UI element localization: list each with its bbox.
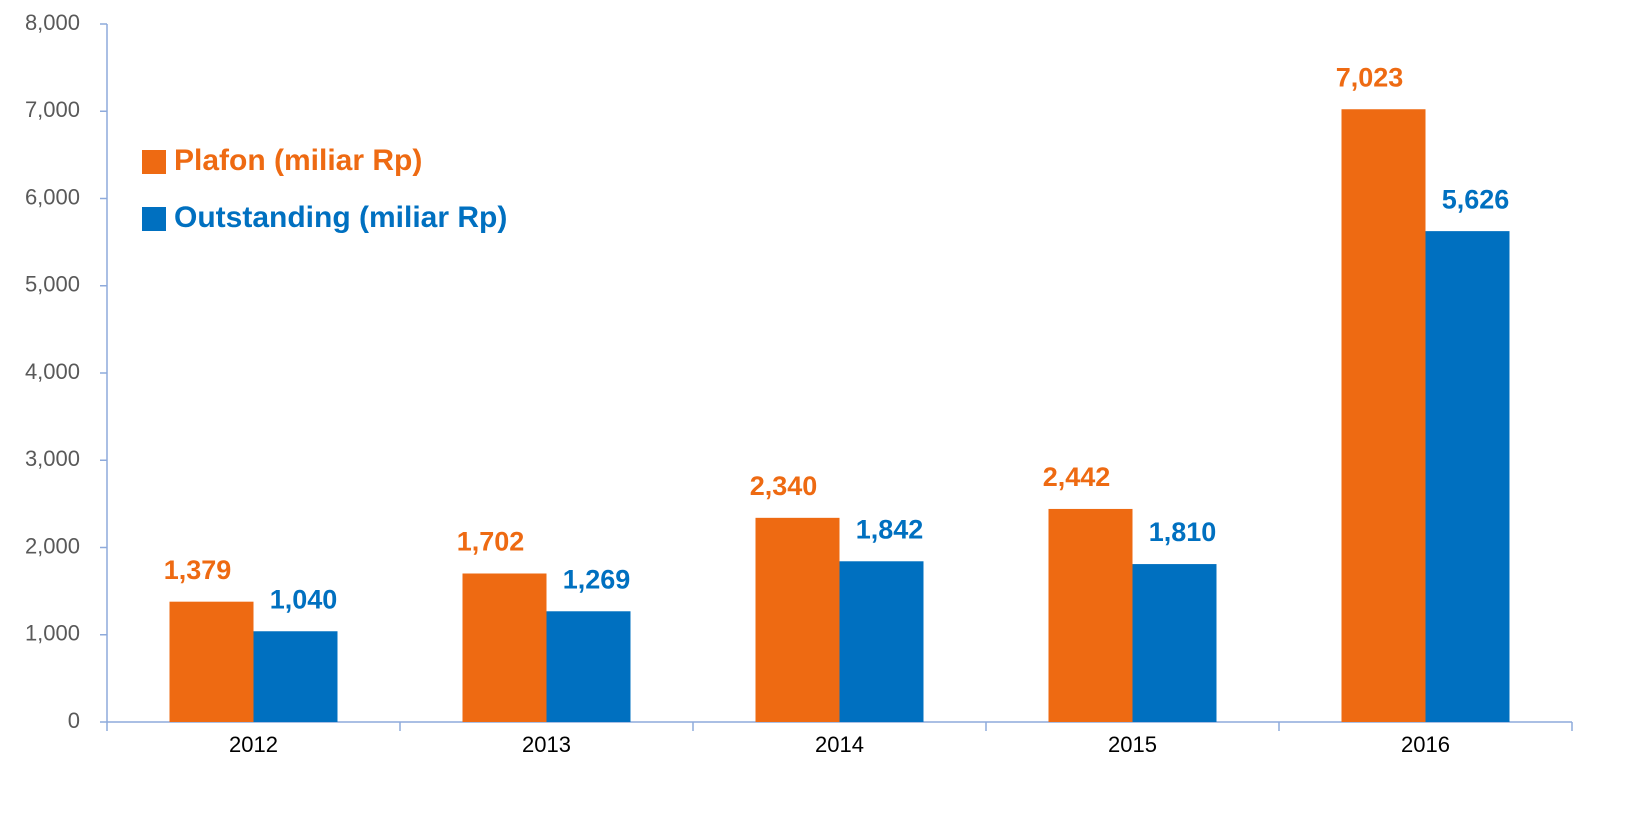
x-tick-label: 2013 [522, 732, 571, 757]
legend-swatch [142, 150, 166, 174]
bar [462, 573, 547, 722]
value-label: 1,269 [563, 564, 631, 594]
x-tick-label: 2016 [1401, 732, 1450, 757]
y-tick-label: 3,000 [25, 446, 80, 471]
bar [1341, 109, 1426, 723]
bar [169, 601, 254, 722]
x-tick-label: 2014 [815, 732, 864, 757]
y-tick-label: 8,000 [25, 10, 80, 35]
value-label: 1,810 [1149, 517, 1217, 547]
y-tick-label: 4,000 [25, 359, 80, 384]
value-label: 1,040 [270, 584, 338, 614]
bar [755, 517, 840, 722]
y-tick-label: 5,000 [25, 272, 80, 297]
bar [1132, 564, 1217, 722]
value-label: 5,626 [1442, 184, 1510, 214]
legend-label: Outstanding (miliar Rp) [174, 201, 507, 234]
y-tick-label: 2,000 [25, 533, 80, 558]
value-label: 7,023 [1336, 62, 1404, 92]
legend-label: Plafon (miliar Rp) [174, 144, 422, 177]
bar [253, 631, 338, 722]
value-label: 1,702 [457, 527, 525, 557]
y-tick-label: 6,000 [25, 184, 80, 209]
bar [546, 611, 631, 722]
value-label: 1,379 [164, 555, 232, 585]
value-label: 2,442 [1043, 462, 1111, 492]
y-tick-label: 1,000 [25, 621, 80, 646]
value-label: 2,340 [750, 471, 818, 501]
bar [1048, 508, 1133, 722]
x-tick-label: 2015 [1108, 732, 1157, 757]
bar [1425, 231, 1510, 722]
value-label: 1,842 [856, 514, 924, 544]
legend-swatch [142, 207, 166, 231]
y-tick-label: 0 [68, 708, 80, 733]
bar [839, 561, 924, 722]
x-tick-label: 2012 [229, 732, 278, 757]
y-tick-label: 7,000 [25, 97, 80, 122]
